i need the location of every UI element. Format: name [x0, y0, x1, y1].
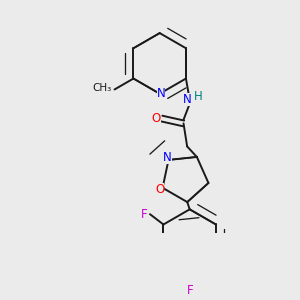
Text: CH₃: CH₃ [92, 83, 112, 93]
Text: F: F [141, 208, 148, 221]
Text: N: N [157, 87, 165, 100]
Text: H: H [194, 90, 203, 103]
Text: F: F [186, 284, 193, 297]
Text: O: O [155, 183, 164, 196]
Text: O: O [152, 112, 161, 124]
Text: N: N [163, 151, 172, 164]
Text: N: N [183, 93, 192, 106]
